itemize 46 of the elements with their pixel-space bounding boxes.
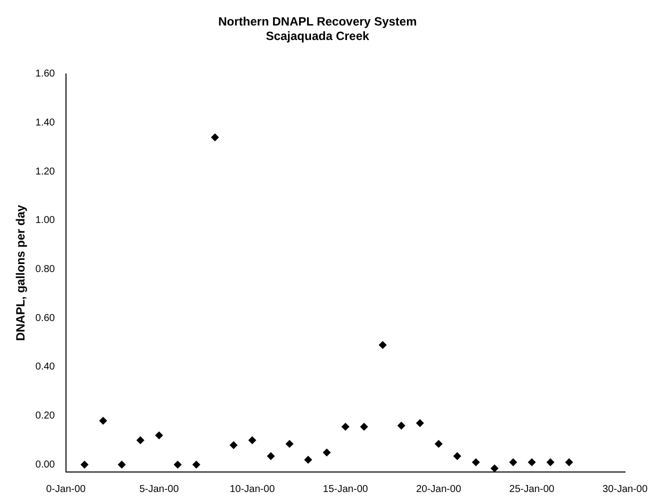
chart-title: Northern DNAPL Recovery System <box>218 14 417 29</box>
point <box>453 452 462 460</box>
point <box>490 464 499 472</box>
point <box>397 422 406 430</box>
point <box>416 419 424 428</box>
y-tick-label: 1.00 <box>35 215 56 226</box>
point <box>472 458 480 466</box>
point <box>378 340 387 349</box>
point <box>210 133 219 142</box>
y-tick-label: 0.80 <box>35 264 56 275</box>
x-tick-label: 5-Jan-00 <box>139 484 180 495</box>
point <box>434 440 443 448</box>
y-tick-label: 1.20 <box>35 166 56 178</box>
x-tick-label: 30-Jan-00 <box>602 484 648 495</box>
point <box>266 452 275 460</box>
y-axis-title: DNAPL, gallons per day <box>14 204 28 341</box>
point <box>322 448 331 456</box>
point <box>230 441 238 450</box>
x-tick-label: 25-Jan-00 <box>509 484 555 495</box>
point <box>360 422 368 431</box>
point <box>155 431 164 440</box>
point <box>528 458 536 466</box>
x-tick-label: 20-Jan-00 <box>416 484 462 495</box>
y-tick-label: 1.60 <box>35 68 56 80</box>
y-tick-label: 0.40 <box>35 362 56 373</box>
point <box>286 440 294 448</box>
chart-subtitle: Scajaquada Creek <box>266 28 370 43</box>
point <box>565 458 574 466</box>
x-tick-label: 10-Jan-00 <box>230 484 276 495</box>
point <box>136 436 144 444</box>
point <box>341 422 350 431</box>
point <box>304 456 312 464</box>
point <box>99 416 108 425</box>
point <box>248 436 256 444</box>
point <box>546 458 554 466</box>
point <box>80 460 88 469</box>
x-tick-label: 15-Jan-00 <box>322 484 368 495</box>
y-tick-label: 0.00 <box>35 459 56 470</box>
y-tick-label: 1.40 <box>35 117 56 128</box>
point <box>118 460 126 469</box>
y-tick-label: 0.60 <box>35 312 56 324</box>
point <box>509 458 518 466</box>
point <box>174 460 182 469</box>
y-tick-label: 0.20 <box>35 410 56 422</box>
x-tick-label: 0-Jan-00 <box>46 484 86 495</box>
point <box>192 460 200 469</box>
